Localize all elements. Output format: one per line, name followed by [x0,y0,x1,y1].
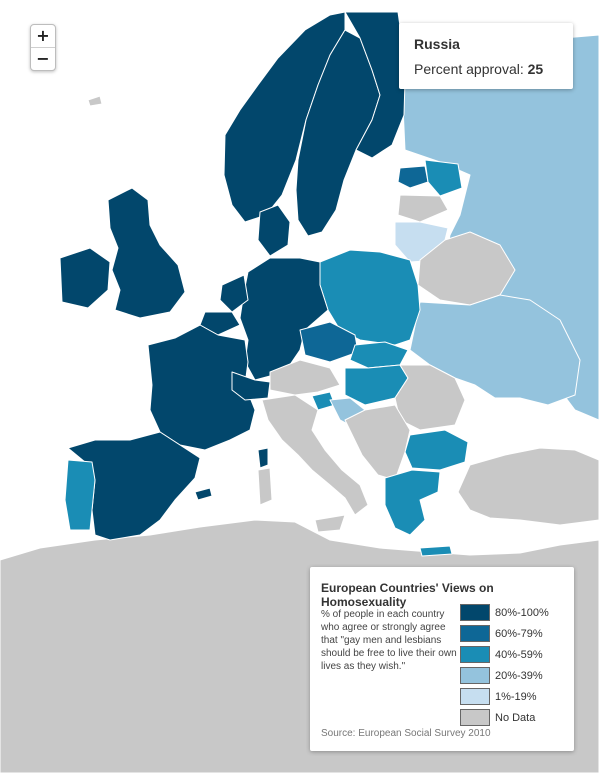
zoom-control: + − [30,24,56,71]
legend-label: 20%-39% [495,669,543,682]
legend-description: % of people in each country who agree or… [321,609,457,672]
legend-item: 80%-100% [460,604,549,623]
tooltip-country-name: Russia [414,36,460,52]
legend-item: 40%-59% [460,646,549,665]
tooltip-metric-value: 25 [527,61,544,77]
region-western-balkans[interactable] [344,404,411,481]
legend-swatch [460,709,490,727]
region-belarus[interactable] [417,231,516,306]
region-turkey[interactable] [457,447,599,526]
legend-title: European Countries' Views on Homosexuali… [321,581,494,609]
region-united-kingdom[interactable] [107,187,186,319]
country-tooltip: Russia Percent approval: 25 [399,23,573,89]
map-legend: European Countries' Views on Homosexuali… [310,567,574,751]
region-portugal[interactable] [64,459,96,531]
legend-item: No Data [460,709,549,728]
region-romania[interactable] [394,364,466,431]
tooltip-metric-label: Percent approval: [414,61,524,77]
region-balearic[interactable] [194,487,213,501]
region-france[interactable] [147,324,256,451]
region-switzerland[interactable] [231,371,271,401]
region-sardinia[interactable] [257,467,273,506]
region-netherlands[interactable] [219,274,249,313]
region-denmark[interactable] [257,204,291,257]
legend-label: 60%-79% [495,627,543,640]
legend-items: 80%-100% 60%-79% 40%-59% 20%-39% 1%-19% … [460,604,549,730]
legend-swatch [460,646,490,664]
region-belgium[interactable] [199,311,241,336]
legend-label: No Data [495,711,536,724]
zoom-out-button[interactable]: − [31,47,55,70]
legend-swatch [460,625,490,643]
region-germany[interactable] [239,257,329,381]
legend-source: Source: European Social Survey 2010 [321,728,491,739]
legend-item: 60%-79% [460,625,549,644]
legend-swatch [460,604,490,622]
legend-item: 1%-19% [460,688,549,707]
legend-label: 40%-59% [495,648,543,661]
region-ireland[interactable] [59,247,111,309]
legend-swatch [460,688,490,706]
legend-item: 20%-39% [460,667,549,686]
region-crete[interactable] [419,545,453,557]
region-greece[interactable] [384,469,441,536]
region-italy[interactable] [261,394,369,516]
region-baltic-east[interactable] [424,159,463,197]
region-corsica[interactable] [257,447,269,469]
region-iceland[interactable] [87,95,103,107]
legend-label: 80%-100% [495,606,549,619]
region-latvia[interactable] [397,194,449,223]
legend-label: 1%-19% [495,690,537,703]
region-bulgaria[interactable] [404,429,469,471]
region-sicily[interactable] [314,514,346,533]
zoom-in-button[interactable]: + [36,26,50,45]
region-austria[interactable] [269,359,341,396]
tooltip-metric: Percent approval: 25 [414,61,543,77]
legend-swatch [460,667,490,685]
region-estonia[interactable] [397,165,429,189]
